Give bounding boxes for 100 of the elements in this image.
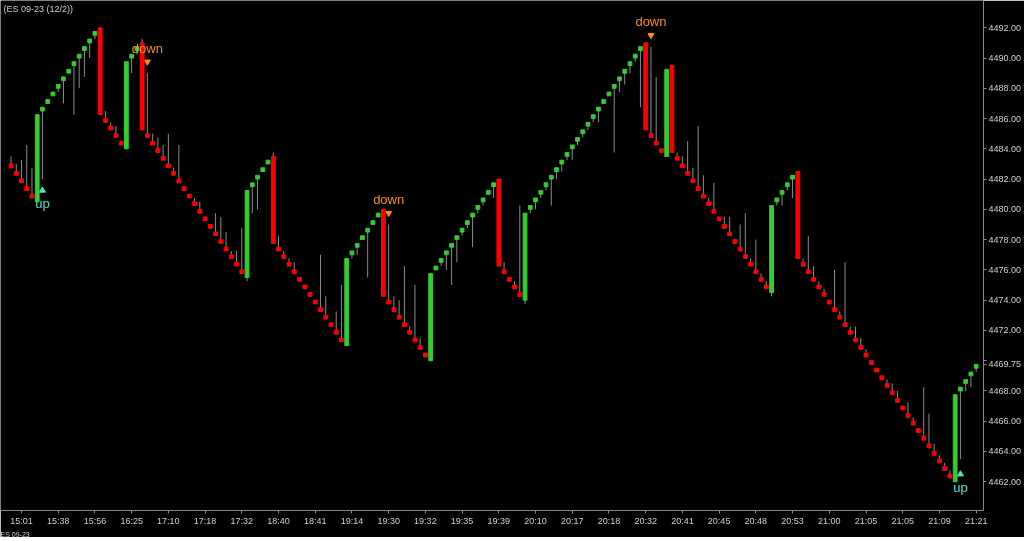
candlestick <box>176 144 182 184</box>
chart-title: (ES 09-23 (12/2)) <box>3 3 74 14</box>
y-tick-label: 4484.00 <box>988 143 1022 154</box>
candlestick <box>701 174 706 199</box>
y-tick-label: 4478.00 <box>988 234 1022 245</box>
point <box>647 33 655 40</box>
candlestick <box>727 216 733 237</box>
candlestick <box>695 125 701 191</box>
candlestick <box>213 212 218 237</box>
x-tick-label: 20:17 <box>560 515 584 526</box>
series-label: up <box>953 480 968 496</box>
candlestick <box>113 125 119 138</box>
x-tick-label: 18:40 <box>267 515 290 526</box>
candlestick <box>82 46 87 78</box>
x-tick-label: 15:01 <box>10 515 33 526</box>
candlestick <box>921 386 927 441</box>
candlestick <box>144 72 150 138</box>
candlestick <box>29 167 35 199</box>
x-tick-label: 20:45 <box>707 515 731 526</box>
candlestick <box>737 223 743 252</box>
candlestick <box>71 61 77 116</box>
point <box>38 186 46 193</box>
candlestick <box>365 227 371 278</box>
y-tick-label: 4472.00 <box>988 325 1022 336</box>
candlestick <box>779 189 785 207</box>
candlestick <box>8 155 14 169</box>
x-tick-label: 20:10 <box>524 515 547 526</box>
y-tick-label: 4476.00 <box>988 264 1022 275</box>
candlestick <box>396 299 402 320</box>
x-tick-label: 19:35 <box>450 515 474 526</box>
candlestick <box>160 144 166 161</box>
y-tick-label: 4482.00 <box>988 174 1022 185</box>
candlestick <box>548 174 554 207</box>
point <box>143 59 151 66</box>
candlestick <box>742 212 748 260</box>
candlestick <box>349 250 355 260</box>
candlestick <box>638 46 643 108</box>
candlestick <box>129 53 135 74</box>
candlestick <box>391 295 397 312</box>
candlestick <box>223 231 229 252</box>
x-tick-label: 21:00 <box>818 515 841 526</box>
candlestick <box>165 133 171 169</box>
candlestick <box>685 140 691 176</box>
series-label: down <box>373 192 405 208</box>
candlestick <box>87 38 93 59</box>
y-tick-label: 4486.00 <box>988 113 1022 124</box>
x-tick-label: 15:38 <box>46 515 70 526</box>
candlestick <box>333 310 339 335</box>
candlestick <box>249 182 255 214</box>
y-tick-label: 4480.00 <box>988 204 1022 215</box>
x-tick-label: 20:18 <box>597 515 621 526</box>
y-tick-label: 4468.00 <box>988 385 1022 396</box>
candlestick <box>653 76 659 146</box>
candlestick <box>501 261 507 275</box>
y-tick-label: 4462.00 <box>988 476 1022 487</box>
x-tick-label: 17:10 <box>157 515 180 526</box>
y-tick-label: 4474.00 <box>988 295 1022 306</box>
x-tick-label: 21:09 <box>928 515 951 526</box>
candlestick <box>842 261 848 328</box>
candlestick <box>958 386 963 460</box>
candlestick <box>24 144 30 191</box>
candlestick <box>926 413 932 449</box>
candlestick <box>239 227 245 275</box>
candlestick <box>412 284 418 343</box>
candlestick <box>470 212 475 248</box>
x-tick-label: 19:39 <box>487 515 511 526</box>
candlestick <box>61 76 66 104</box>
candlestick <box>155 136 161 154</box>
candlestick <box>517 205 523 297</box>
candlestick <box>832 269 837 312</box>
x-tick-label: 19:30 <box>377 515 400 526</box>
candlestick <box>40 106 45 180</box>
candlestick <box>711 182 717 214</box>
candlestick <box>968 371 974 388</box>
x-tick-label: 19:14 <box>340 515 364 526</box>
candlestick <box>627 61 633 74</box>
x-tick-label: 21:05 <box>891 515 914 526</box>
y-tick-label: 4466.00 <box>988 416 1022 427</box>
y-tick-label: 4490.00 <box>988 53 1022 64</box>
candlestick <box>218 216 224 244</box>
candlestick <box>947 469 953 479</box>
candlestick <box>805 235 811 275</box>
candlestick <box>753 239 759 275</box>
candlestick <box>386 223 392 305</box>
candlestick <box>19 159 24 184</box>
x-tick-label: 17:32 <box>230 515 254 526</box>
candlestick <box>339 284 344 343</box>
candlestick <box>690 167 696 184</box>
y-tick-label: 4469.75 <box>988 359 1022 370</box>
candlestick <box>402 265 407 328</box>
x-tick-label: 20:48 <box>744 515 768 526</box>
y-tick-label: 4492.00 <box>988 22 1022 33</box>
candlestick <box>323 295 329 320</box>
point <box>956 470 964 477</box>
candlestick <box>318 254 323 312</box>
point <box>385 210 393 218</box>
x-tick-label: 20:32 <box>634 515 657 526</box>
candlestick <box>480 197 486 207</box>
x-tick-label: 20:41 <box>671 515 694 526</box>
x-tick-label: 21:21 <box>964 515 988 526</box>
